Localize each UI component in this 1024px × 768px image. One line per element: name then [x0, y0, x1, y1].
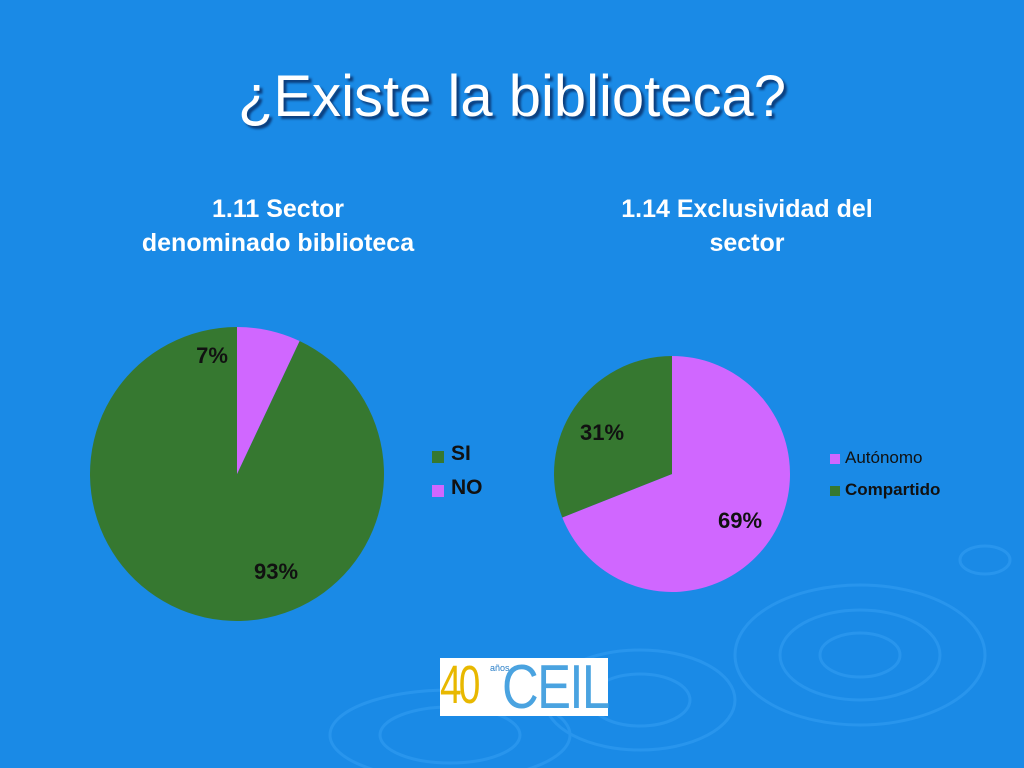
legend-label-no: NO: [451, 476, 483, 499]
pie-slice-si: [90, 327, 385, 622]
pie-slice-compartido: [554, 356, 672, 518]
legend-label-autonomo: Autónomo: [845, 448, 923, 467]
ceil-logo: 40 años CEIL: [440, 653, 610, 722]
pie-slice-no: [237, 327, 300, 474]
legend-label-compartido: Compartido: [845, 480, 941, 499]
logo-number: 40: [440, 655, 480, 715]
chart-title-exclusividad: 1.14 Exclusividad del sector: [621, 195, 873, 257]
slide-title: ¿Existe la biblioteca?: [237, 64, 787, 129]
data-label-no: 7%: [196, 343, 228, 368]
legend-label-si: SI: [451, 442, 471, 465]
data-label-compartido: 31%: [580, 420, 624, 445]
legend-swatch-no: [432, 485, 444, 497]
pie-slice-aut-nomo: [562, 356, 790, 592]
logo-small-text: años: [490, 663, 510, 673]
chart-title-sector: 1.11 Sector denominado biblioteca: [141, 195, 415, 257]
logo-word: CEIL: [502, 653, 610, 722]
legend-swatch-si: [432, 451, 444, 463]
data-label-si: 93%: [254, 559, 298, 584]
legend-swatch-autonomo: [830, 454, 840, 464]
data-label-aut-nomo: 69%: [718, 508, 762, 533]
legend-swatch-compartido: [830, 486, 840, 496]
